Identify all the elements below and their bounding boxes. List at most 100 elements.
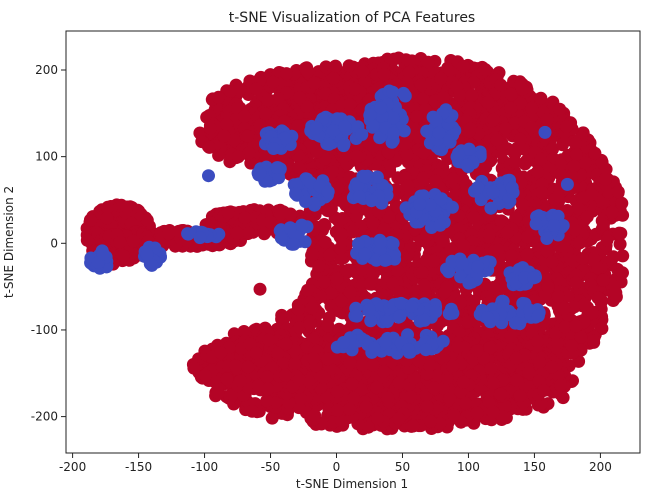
scatter-point [312,259,326,273]
scatter-point [203,121,217,135]
scatter-point [317,275,331,289]
scatter-point [569,276,583,290]
scatter-point [540,112,554,126]
scatter-point [293,91,307,104]
scatter-point [363,277,377,291]
scatter-point [261,93,275,107]
scatter-point [486,405,500,419]
scatter-point [308,76,321,90]
scatter-point [533,355,547,369]
scatter-point [427,254,441,268]
scatter-point [406,419,420,433]
scatter-point [237,110,251,124]
scatter-point [545,360,559,374]
scatter-point [366,358,380,372]
scatter-point [308,408,322,422]
scatter-point [450,80,464,94]
scatter-point [377,222,391,236]
scatter-point [318,219,332,233]
scatter-point [418,278,432,292]
scatter-point [331,385,345,399]
scatter-point [490,133,504,147]
scatter-point [515,82,529,96]
scatter-point [321,319,335,333]
scatter-point [434,72,448,86]
scatter-point [229,359,243,373]
chart-title: t-SNE Visualization of PCA Features [229,10,475,26]
scatter-point [212,90,225,104]
scatter-point [580,210,594,224]
scatter-point [569,137,583,150]
scatter-point [499,122,512,136]
scatter-point [329,59,342,73]
scatter-point [587,334,600,348]
scatter-point [330,403,344,417]
scatter-point [572,236,586,250]
scatter-point [596,218,610,231]
scatter-point [279,337,293,351]
scatter-point [420,400,434,413]
scatter-point [494,387,508,401]
scatter-point [321,352,335,366]
scatter-point [616,266,629,280]
scatter-point [509,351,523,365]
scatter-point [404,390,418,404]
scatter-point [611,185,625,199]
scatter-point [524,121,538,134]
scatter-point [315,370,329,383]
scatter-point [336,212,349,225]
scatter-point [342,59,356,73]
scatter-point [301,65,314,79]
scatter-point [545,255,559,269]
scatter-point [224,84,237,98]
scatter-point [456,60,470,73]
scatter-point [387,52,401,66]
scatter-point [467,210,481,224]
scatter-point [343,285,357,299]
scatter-point [410,110,424,123]
scatter-point [303,317,317,331]
scatter-point [465,88,479,102]
scatter-point [350,149,364,163]
scatter-point [392,412,406,426]
scatter-point [508,155,522,169]
scatter-point [401,179,415,193]
scatter-point [478,63,492,76]
scatter-point [487,113,500,127]
scatter-point [585,187,598,201]
scatter-point [202,140,216,154]
scatter-point [470,406,484,420]
scatter-point [557,302,571,316]
scatter-point [456,375,470,389]
scatter-point [198,369,212,382]
scatter-point [513,132,527,146]
scatter-point [402,65,416,79]
scatter-point [392,285,406,299]
scatter-point [522,365,536,379]
scatter-point [541,280,555,294]
scatter-point [359,400,373,414]
scatter-point [510,373,524,387]
scatter-point [305,301,319,315]
scatter-point [347,391,361,405]
scatter-point [591,291,605,305]
scatter-point [504,87,518,101]
scatter-point [424,414,437,428]
scatter-point [451,340,465,354]
scatter-point [366,216,380,230]
scatter-point [415,266,429,279]
scatter-point [569,319,583,333]
scatter-point [323,248,336,262]
scatter-point [605,206,619,219]
scatter-point [463,122,477,136]
scatter-point [596,273,610,287]
scatter-point [481,96,495,109]
scatter-point [459,396,473,410]
scatter-point [482,227,496,241]
scatter-point [220,372,234,386]
scatter-point [325,165,339,179]
scatter-point [609,286,623,300]
scatter-point [429,174,442,188]
scatter-point [234,374,247,388]
scatter-point [427,381,441,395]
